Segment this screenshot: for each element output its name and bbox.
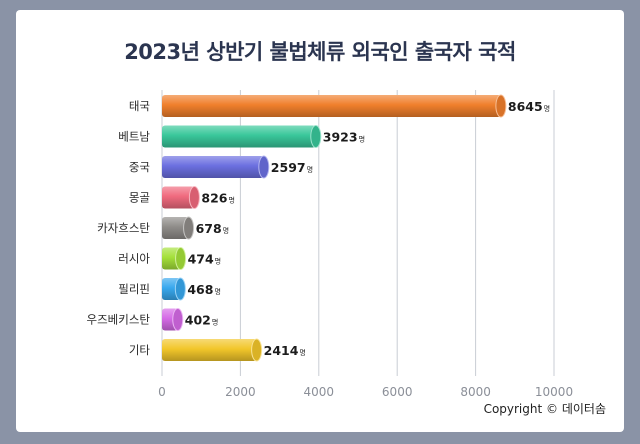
bar [162,186,195,209]
bar [162,339,257,361]
bar [162,156,264,178]
bar [162,95,501,117]
category-label: 기타 [129,343,151,357]
x-tick-label: 6000 [382,385,413,399]
chart-card: 2023년 상반기 불법체류 외국인 출국자 국적 0 2000 4000 6000 8… [16,10,624,432]
bar-cap [495,94,507,118]
x-tick-label: 0 [158,385,166,399]
category-label: 베트남 [118,130,150,144]
bar-cap [174,277,186,301]
category-label: 태국 [129,99,150,113]
copyright-text: Copyright © 데이터솜 [483,402,606,416]
value-label: 2414명 [264,343,306,358]
bar [162,217,189,239]
x-tick-label: 2000 [225,385,256,399]
value-label: 402명 [185,313,219,328]
category-label: 러시아 [118,252,150,266]
category-label: 중국 [129,160,150,174]
value-label: 468명 [187,282,221,297]
bar-cap [175,247,187,270]
category-label: 우즈베키스탄 [87,313,151,327]
x-tick-label: 10000 [535,385,573,399]
value-label: 2597명 [271,160,313,175]
value-label: 678명 [196,221,230,236]
bar-cap [310,125,322,148]
x-tick-label: 8000 [460,385,491,399]
bar-cap [251,338,263,362]
category-label: 몽골 [129,191,150,205]
chart-title: 2023년 상반기 불법체류 외국인 출국자 국적 [124,40,516,64]
bar [162,125,316,148]
value-label: 3923명 [323,130,365,145]
category-label: 필리핀 [118,282,150,296]
value-label: 826명 [201,191,235,206]
bar-cap [172,308,184,331]
category-label: 카자흐스탄 [97,221,150,235]
bar-cap [188,186,200,209]
x-tick-label: 4000 [304,385,335,399]
bar-cap [183,216,195,240]
value-label: 8645명 [508,99,550,114]
value-label: 474명 [188,252,222,267]
bar-cap [258,155,270,179]
